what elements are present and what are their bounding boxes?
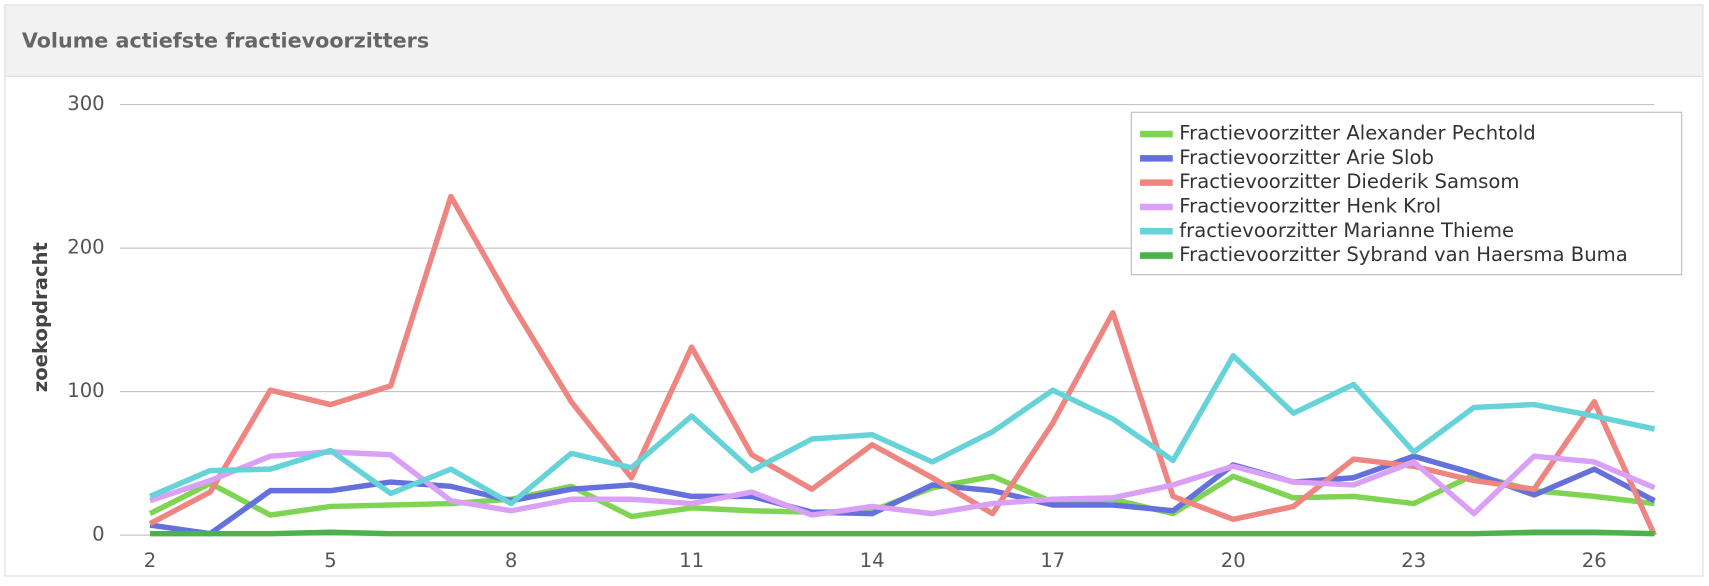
chart-title: Volume actiefste fractievoorzitters bbox=[22, 28, 429, 52]
legend-label: Fractievoorzitter Alexander Pechtold bbox=[1179, 122, 1535, 145]
y-tick-label: 200 bbox=[67, 236, 104, 259]
legend-label: Fractievoorzitter Diederik Samsom bbox=[1179, 170, 1519, 193]
panel-border bbox=[4, 4, 1704, 577]
x-tick-label: 26 bbox=[1582, 549, 1607, 572]
x-tick-label: 11 bbox=[679, 549, 704, 572]
y-axis-label: zoekopdracht bbox=[29, 242, 52, 392]
legend-label: Fractievoorzitter Arie Slob bbox=[1179, 146, 1434, 169]
legend-label: fractievoorzitter Marianne Thieme bbox=[1179, 219, 1514, 242]
x-tick-label: 14 bbox=[860, 549, 885, 572]
y-tick-label: 100 bbox=[67, 379, 104, 402]
legend-label: Fractievoorzitter Henk Krol bbox=[1179, 194, 1441, 217]
series-line bbox=[149, 449, 1656, 518]
x-tick-label: 2 bbox=[144, 549, 156, 572]
panel-header bbox=[5, 5, 1703, 77]
x-tick-label: 23 bbox=[1401, 549, 1426, 572]
x-tick-label: 17 bbox=[1040, 549, 1065, 572]
x-tick-label: 8 bbox=[505, 549, 517, 572]
series-line bbox=[150, 529, 1655, 537]
series-line bbox=[149, 453, 1656, 537]
x-tick-label: 20 bbox=[1221, 549, 1246, 572]
legend-box bbox=[1130, 111, 1683, 276]
x-tick-label: 5 bbox=[324, 549, 336, 572]
legend-label: Fractievoorzitter Sybrand van Haersma Bu… bbox=[1179, 243, 1627, 266]
y-tick-label: 300 bbox=[67, 92, 104, 115]
y-tick-label: 0 bbox=[92, 523, 104, 546]
series-line bbox=[148, 353, 1656, 507]
